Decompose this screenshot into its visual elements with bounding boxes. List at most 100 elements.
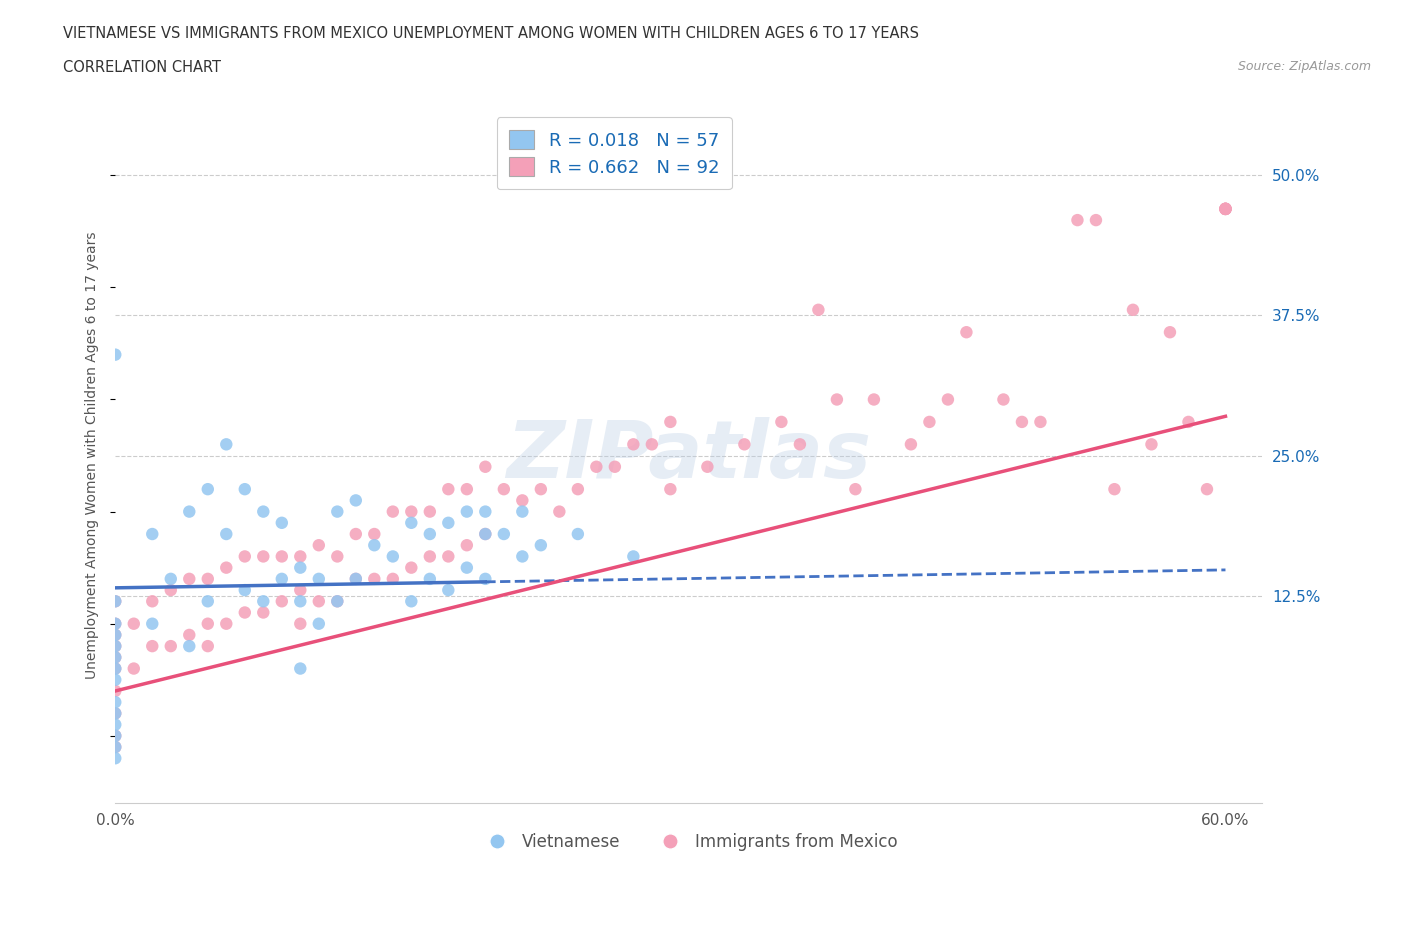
Point xyxy=(456,538,478,552)
Point xyxy=(233,482,256,497)
Point xyxy=(104,751,127,765)
Point xyxy=(141,594,163,609)
Point xyxy=(1215,202,1237,217)
Point xyxy=(233,605,256,620)
Point xyxy=(512,549,534,564)
Y-axis label: Unemployment Among Women with Children Ages 6 to 17 years: Unemployment Among Women with Children A… xyxy=(86,232,100,679)
Point xyxy=(401,504,423,519)
Point xyxy=(252,605,274,620)
Point xyxy=(1084,213,1107,228)
Point xyxy=(179,504,201,519)
Point xyxy=(308,617,330,631)
Point xyxy=(233,549,256,564)
Point xyxy=(381,571,404,586)
Point xyxy=(104,594,127,609)
Point xyxy=(936,392,959,407)
Point xyxy=(567,482,589,497)
Point xyxy=(104,661,127,676)
Point xyxy=(567,526,589,541)
Point xyxy=(844,482,866,497)
Point xyxy=(401,515,423,530)
Point xyxy=(326,594,349,609)
Point xyxy=(326,504,349,519)
Point xyxy=(344,526,367,541)
Point xyxy=(585,459,607,474)
Point xyxy=(621,437,644,452)
Point xyxy=(456,504,478,519)
Point xyxy=(159,571,181,586)
Point xyxy=(104,717,127,732)
Point xyxy=(179,639,201,654)
Point xyxy=(1195,482,1218,497)
Point xyxy=(825,392,848,407)
Point xyxy=(159,582,181,597)
Point xyxy=(474,504,496,519)
Point xyxy=(326,549,349,564)
Point xyxy=(437,482,460,497)
Point xyxy=(659,415,682,430)
Point xyxy=(1122,302,1144,317)
Point xyxy=(308,538,330,552)
Point xyxy=(270,549,292,564)
Point xyxy=(363,571,385,586)
Point xyxy=(104,706,127,721)
Point xyxy=(419,571,441,586)
Point xyxy=(437,549,460,564)
Point xyxy=(474,526,496,541)
Point xyxy=(1215,202,1237,217)
Point xyxy=(179,571,201,586)
Point xyxy=(104,706,127,721)
Point xyxy=(104,650,127,665)
Point xyxy=(104,684,127,698)
Point xyxy=(270,594,292,609)
Point xyxy=(548,504,571,519)
Point xyxy=(104,594,127,609)
Point xyxy=(197,482,219,497)
Point xyxy=(1066,213,1088,228)
Point xyxy=(141,639,163,654)
Point xyxy=(215,526,238,541)
Point xyxy=(863,392,886,407)
Point xyxy=(290,617,312,631)
Point xyxy=(1215,202,1237,217)
Point xyxy=(381,504,404,519)
Point xyxy=(603,459,626,474)
Point xyxy=(197,617,219,631)
Point xyxy=(308,571,330,586)
Point xyxy=(770,415,793,430)
Point xyxy=(456,560,478,575)
Point xyxy=(1011,415,1033,430)
Point xyxy=(290,560,312,575)
Point xyxy=(621,549,644,564)
Point xyxy=(290,594,312,609)
Point xyxy=(1029,415,1052,430)
Point xyxy=(270,571,292,586)
Point xyxy=(401,594,423,609)
Point xyxy=(270,515,292,530)
Point xyxy=(955,325,977,339)
Point xyxy=(290,549,312,564)
Point xyxy=(104,728,127,743)
Point xyxy=(159,639,181,654)
Point xyxy=(437,515,460,530)
Point xyxy=(308,594,330,609)
Point xyxy=(179,628,201,643)
Point xyxy=(530,538,553,552)
Point xyxy=(474,526,496,541)
Point xyxy=(344,571,367,586)
Point xyxy=(900,437,922,452)
Point xyxy=(122,617,145,631)
Point xyxy=(252,549,274,564)
Point xyxy=(381,549,404,564)
Point xyxy=(104,639,127,654)
Point xyxy=(696,459,718,474)
Point xyxy=(363,526,385,541)
Point xyxy=(104,739,127,754)
Point xyxy=(1215,202,1237,217)
Point xyxy=(419,526,441,541)
Point xyxy=(530,482,553,497)
Point xyxy=(512,504,534,519)
Point xyxy=(104,695,127,710)
Legend: Vietnamese, Immigrants from Mexico: Vietnamese, Immigrants from Mexico xyxy=(474,826,904,857)
Point xyxy=(659,482,682,497)
